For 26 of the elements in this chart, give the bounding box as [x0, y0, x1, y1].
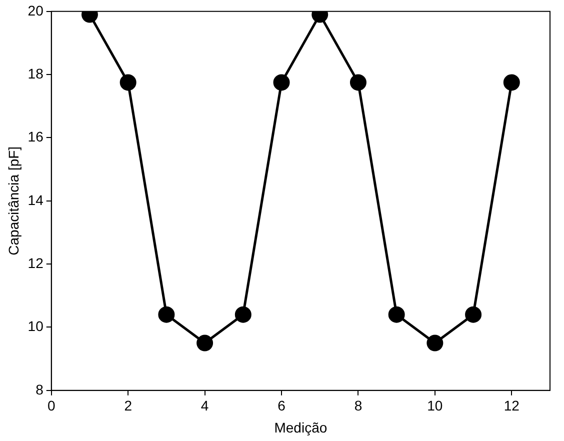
y-tick-label: 14 — [28, 192, 44, 208]
y-axis-title: Capacitância [pF] — [5, 146, 22, 256]
y-tick-label: 18 — [28, 65, 44, 82]
x-axis-title: Medição — [274, 419, 328, 436]
point — [158, 306, 175, 323]
y-tick-label: 12 — [28, 254, 44, 271]
point — [388, 306, 405, 323]
x-tick-label: 6 — [278, 398, 286, 414]
point — [426, 334, 444, 352]
x-tick-label: 0 — [47, 398, 56, 414]
point — [350, 74, 366, 91]
point — [503, 74, 520, 91]
y-tick-label: 10 — [28, 318, 44, 334]
point — [120, 74, 136, 91]
point — [273, 74, 290, 91]
y-tick-label: 16 — [28, 128, 44, 145]
x-tick-label: 12 — [504, 398, 520, 414]
point — [465, 306, 482, 323]
point — [196, 334, 214, 352]
x-tick-label: 8 — [354, 398, 362, 414]
x-tick-label: 4 — [200, 398, 209, 414]
y-tick-label: 20 — [28, 2, 44, 18]
x-tick-label: 10 — [427, 398, 443, 414]
y-tick-label: 8 — [36, 381, 44, 398]
x-tick-label: 2 — [124, 398, 132, 414]
point — [234, 306, 252, 323]
